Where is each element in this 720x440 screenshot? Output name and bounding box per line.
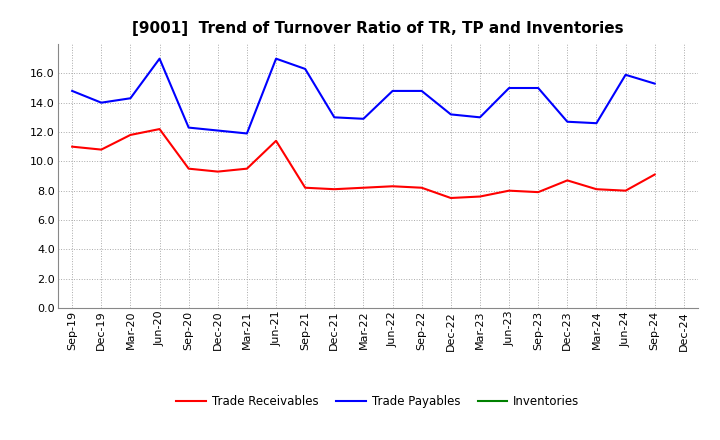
Trade Payables — [359, 116, 368, 121]
Trade Payables — [126, 95, 135, 101]
Trade Receivables — [563, 178, 572, 183]
Trade Payables — [650, 81, 659, 86]
Trade Receivables — [156, 126, 164, 132]
Trade Receivables — [359, 185, 368, 191]
Legend: Trade Receivables, Trade Payables, Inventories: Trade Receivables, Trade Payables, Inven… — [172, 391, 584, 413]
Trade Payables — [476, 115, 485, 120]
Trade Receivables — [418, 185, 426, 191]
Trade Payables — [418, 88, 426, 94]
Trade Payables — [388, 88, 397, 94]
Trade Payables — [621, 72, 630, 77]
Line: Trade Receivables: Trade Receivables — [72, 129, 654, 198]
Trade Receivables — [213, 169, 222, 174]
Trade Receivables — [301, 185, 310, 191]
Trade Receivables — [476, 194, 485, 199]
Trade Receivables — [68, 144, 76, 149]
Trade Receivables — [592, 187, 600, 192]
Trade Receivables — [388, 183, 397, 189]
Trade Payables — [156, 56, 164, 61]
Trade Payables — [563, 119, 572, 125]
Trade Receivables — [650, 172, 659, 177]
Trade Payables — [505, 85, 513, 91]
Trade Receivables — [330, 187, 338, 192]
Trade Payables — [68, 88, 76, 94]
Trade Receivables — [446, 195, 455, 201]
Trade Receivables — [126, 132, 135, 138]
Trade Payables — [301, 66, 310, 72]
Trade Payables — [446, 112, 455, 117]
Trade Payables — [271, 56, 280, 61]
Trade Payables — [592, 121, 600, 126]
Line: Trade Payables: Trade Payables — [72, 59, 654, 133]
Trade Payables — [184, 125, 193, 130]
Trade Payables — [97, 100, 106, 105]
Trade Payables — [213, 128, 222, 133]
Title: [9001]  Trend of Turnover Ratio of TR, TP and Inventories: [9001] Trend of Turnover Ratio of TR, TP… — [132, 21, 624, 36]
Trade Receivables — [534, 190, 543, 195]
Trade Payables — [243, 131, 251, 136]
Trade Receivables — [243, 166, 251, 171]
Trade Receivables — [505, 188, 513, 193]
Trade Payables — [534, 85, 543, 91]
Trade Receivables — [184, 166, 193, 171]
Trade Receivables — [271, 138, 280, 143]
Trade Receivables — [621, 188, 630, 193]
Trade Payables — [330, 115, 338, 120]
Trade Receivables — [97, 147, 106, 152]
